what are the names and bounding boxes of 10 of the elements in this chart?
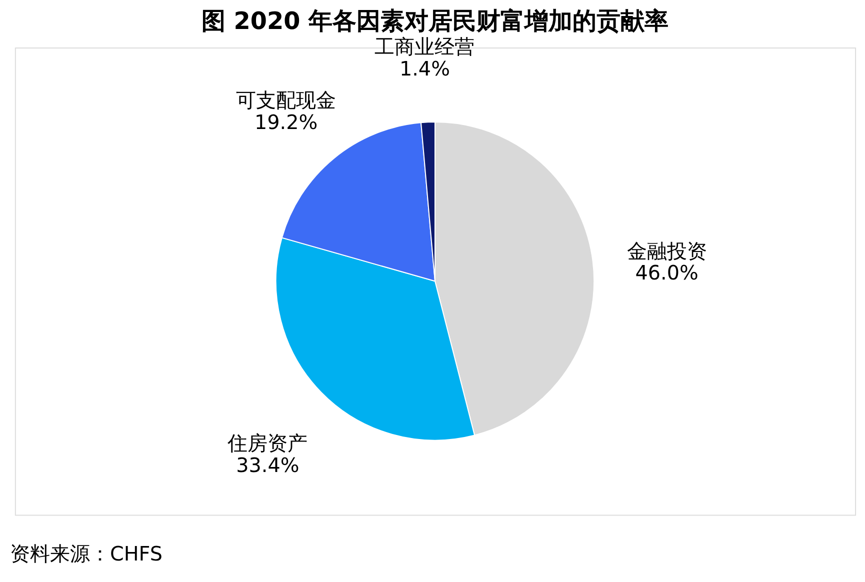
slice-label: 可支配现金	[236, 89, 336, 112]
data-label: 19.2%	[254, 110, 318, 134]
chart-title: 图 2020 年各因素对居民财富增加的贡献率	[201, 6, 668, 35]
slice-label: 金融投资	[626, 240, 707, 263]
text: 资料来源：CHFS	[10, 542, 162, 566]
slice-label: 工商业经营	[374, 36, 475, 59]
data-label: 33.4%	[236, 454, 300, 478]
data-label: 46.0%	[635, 262, 698, 285]
data-label: 1.4%	[399, 58, 450, 81]
slice-label: 住房资产	[226, 432, 308, 456]
